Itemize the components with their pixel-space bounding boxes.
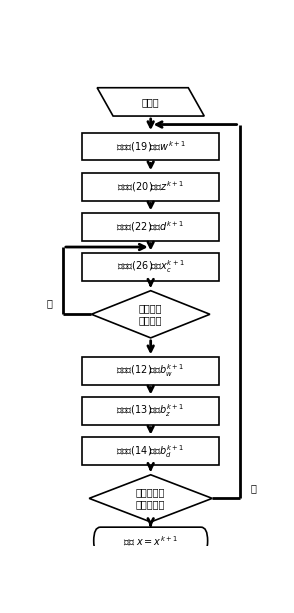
Text: 按公式(13)计算$b_z^{k+1}$: 按公式(13)计算$b_z^{k+1}$: [116, 403, 185, 419]
Text: 按公式(20)计算$z^{k+1}$: 按公式(20)计算$z^{k+1}$: [117, 180, 184, 194]
FancyBboxPatch shape: [94, 527, 208, 555]
Text: 是否完成
所有线圈: 是否完成 所有线圈: [139, 303, 162, 326]
FancyBboxPatch shape: [82, 213, 219, 241]
Text: 按公式(14)计算$b_d^{k+1}$: 按公式(14)计算$b_d^{k+1}$: [116, 443, 185, 460]
Text: 否: 否: [250, 482, 256, 493]
FancyBboxPatch shape: [82, 397, 219, 425]
Text: 按公式(12)计算$b_w^{k+1}$: 按公式(12)计算$b_w^{k+1}$: [116, 362, 185, 379]
Polygon shape: [97, 88, 204, 116]
FancyBboxPatch shape: [82, 438, 219, 465]
Text: 按公式(26)计算$x_c^{k+1}$: 按公式(26)计算$x_c^{k+1}$: [117, 259, 185, 275]
Text: 按公式(22)计算$d^{k+1}$: 按公式(22)计算$d^{k+1}$: [116, 219, 185, 234]
FancyBboxPatch shape: [82, 253, 219, 281]
FancyBboxPatch shape: [82, 133, 219, 161]
Text: 按公式(19)计算$w^{k+1}$: 按公式(19)计算$w^{k+1}$: [116, 139, 186, 154]
Text: 否: 否: [46, 299, 52, 308]
Text: 初始化: 初始化: [142, 97, 159, 107]
FancyBboxPatch shape: [82, 173, 219, 200]
Text: 输出 $x=x^{k+1}$: 输出 $x=x^{k+1}$: [123, 534, 178, 548]
Text: 是否达到最
大循环次数: 是否达到最 大循环次数: [136, 487, 165, 509]
Polygon shape: [89, 474, 212, 522]
Polygon shape: [91, 291, 210, 338]
FancyBboxPatch shape: [82, 357, 219, 384]
